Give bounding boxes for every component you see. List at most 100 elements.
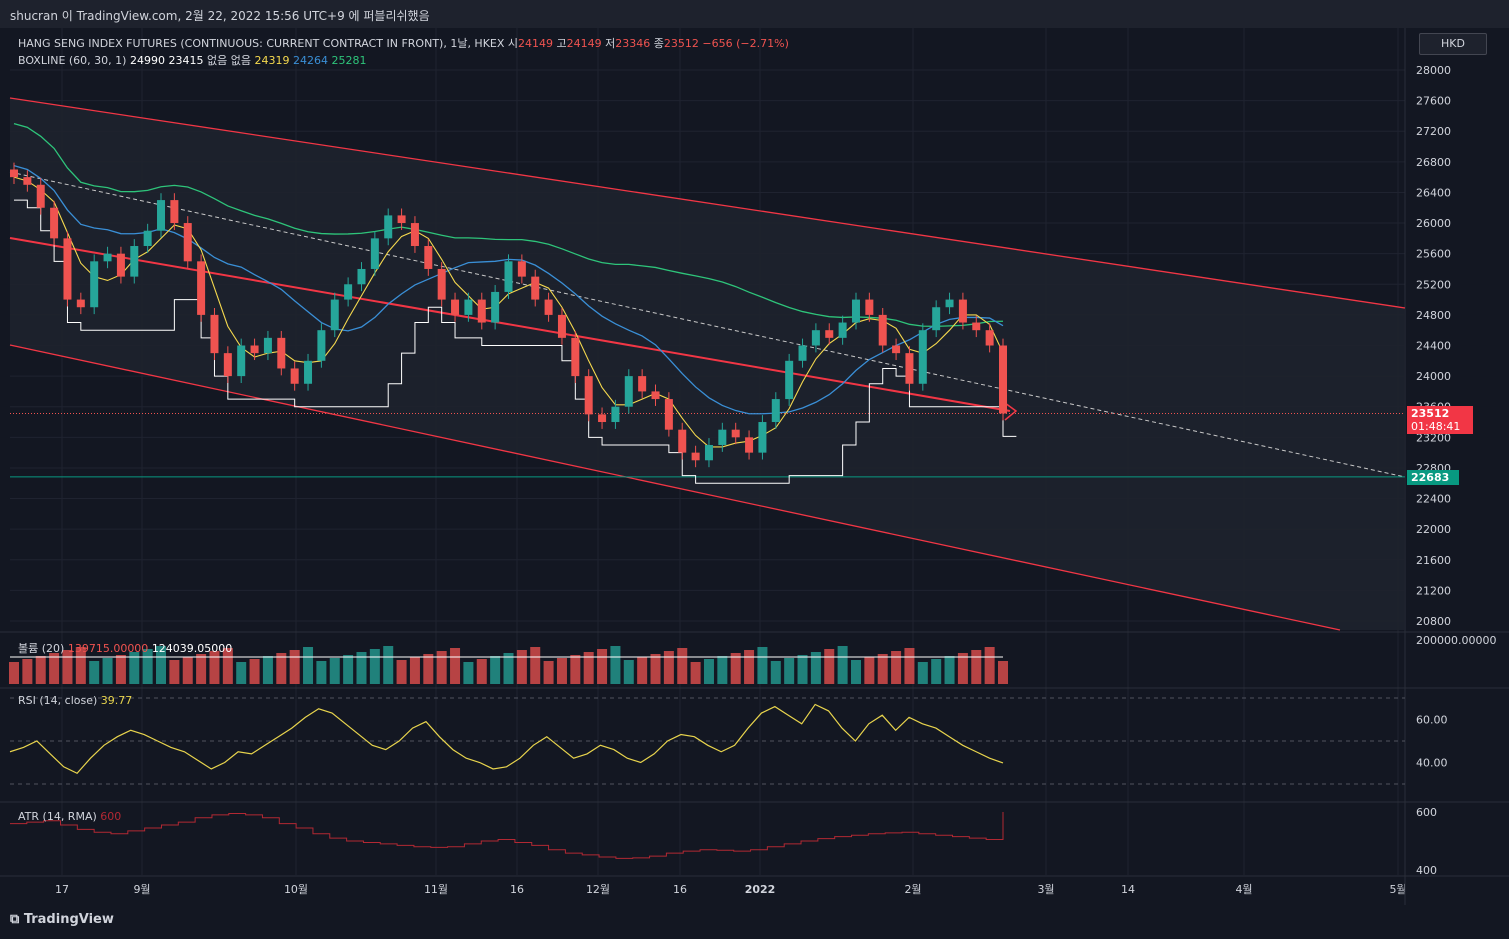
candle-body xyxy=(143,230,152,247)
countdown-value: 01:48:41 xyxy=(1411,420,1461,433)
candle-body xyxy=(811,330,820,346)
candle-body xyxy=(932,307,941,331)
x-tick-label: 4월 xyxy=(1235,883,1252,896)
atr-value: 600 xyxy=(100,810,122,823)
candle-body xyxy=(571,337,580,377)
volume-bar xyxy=(971,650,982,684)
candle-body xyxy=(758,422,767,453)
boxline-step xyxy=(14,199,1017,484)
volume-bar xyxy=(383,646,394,684)
candle-body xyxy=(945,299,954,308)
volume-bar xyxy=(89,661,100,684)
volume-bar xyxy=(837,646,848,684)
tradingview-logo: ⧉ TradingView xyxy=(10,912,114,927)
volume-bar xyxy=(677,648,688,684)
x-tick-label: 2022 xyxy=(745,883,776,896)
footer-logo-text: TradingView xyxy=(23,912,114,927)
high-value: 24149 xyxy=(566,37,602,50)
candle-body xyxy=(905,353,914,384)
ma-green-line xyxy=(13,122,1004,328)
x-tick-label: 3월 xyxy=(1037,883,1054,896)
candle-body xyxy=(344,284,353,300)
volume-bar xyxy=(730,653,741,684)
candle-body xyxy=(544,299,553,315)
candle-body xyxy=(330,299,339,331)
candle-body xyxy=(437,268,446,300)
candle-body xyxy=(451,299,460,315)
last-price-label: 23512 01:48:41 xyxy=(1407,406,1473,434)
last-price-value: 23512 xyxy=(1411,407,1450,420)
candle-body xyxy=(972,322,981,331)
volume-bar xyxy=(904,648,915,684)
close-value: 23512 xyxy=(663,37,699,50)
volume-bar xyxy=(35,656,46,684)
x-tick-label: 17 xyxy=(55,883,69,896)
candle-body xyxy=(878,314,887,346)
candle-body xyxy=(157,200,166,231)
channel-lower-line xyxy=(9,344,1341,631)
symbol-name: HANG SENG INDEX FUTURES (CONTINUOUS: CUR… xyxy=(18,37,505,50)
candle-body xyxy=(130,246,139,277)
candle-body xyxy=(76,299,85,308)
channel-arrowhead xyxy=(1004,402,1018,421)
rsi-legend: RSI (14, close) 39.77 xyxy=(18,694,132,707)
volume-bar xyxy=(931,659,942,684)
y-tick-label: 22400 xyxy=(1416,493,1451,506)
rsi-y-tick: 40.00 xyxy=(1416,757,1448,770)
candle-body xyxy=(237,345,246,377)
candle-body xyxy=(277,337,286,369)
candle-body xyxy=(504,261,513,292)
volume-bar xyxy=(356,652,367,684)
y-tick-label: 20800 xyxy=(1416,615,1451,628)
volume-bar xyxy=(209,651,220,684)
candle-body xyxy=(584,376,593,415)
rsi-y-tick: 60.00 xyxy=(1416,714,1448,727)
rsi-line xyxy=(9,703,1004,774)
volume-bar xyxy=(717,656,728,684)
volume-bar xyxy=(637,657,648,684)
candle-body xyxy=(691,452,700,461)
volume-bar xyxy=(610,646,621,684)
volume-bar xyxy=(516,650,527,684)
high-label: 고 xyxy=(556,37,567,50)
volume-bar xyxy=(142,649,153,684)
volume-bar xyxy=(877,654,888,684)
y-tick-label: 26800 xyxy=(1416,156,1451,169)
x-tick-label: 11월 xyxy=(424,883,448,896)
y-tick-label: 23200 xyxy=(1416,431,1451,444)
candle-body xyxy=(263,337,272,354)
x-tick-label: 16 xyxy=(510,883,524,896)
candle-body xyxy=(23,177,32,185)
volume-bar xyxy=(49,653,60,684)
volume-bar xyxy=(289,650,300,684)
volume-bar xyxy=(597,649,608,684)
volume-bar xyxy=(369,649,380,684)
candle-body xyxy=(531,276,540,300)
atr-line xyxy=(10,812,1004,859)
candle-body xyxy=(678,429,687,453)
volume-bar xyxy=(583,652,594,684)
candle-body xyxy=(718,429,727,445)
candle-body xyxy=(865,299,874,315)
volume-bar xyxy=(703,659,714,684)
publish-header-text: shucran 이 TradingView.com, 2월 22, 2022 1… xyxy=(10,9,430,23)
x-tick-label: 5월 xyxy=(1389,883,1406,896)
volume-bar xyxy=(556,658,567,684)
volume-legend: 볼륨 (20) 139715.00000 124039.05000 xyxy=(18,640,232,656)
close-label: 종 xyxy=(653,37,664,50)
volume-bar xyxy=(864,657,875,684)
volume-bar xyxy=(9,662,19,684)
boxline-value-1: 24990 xyxy=(129,54,165,67)
candle-body xyxy=(999,345,1007,414)
boxline-value-2: 23415 xyxy=(168,54,204,67)
channel-upper-line xyxy=(9,97,1406,309)
candle-body xyxy=(785,360,794,400)
y-tick-label: 24000 xyxy=(1416,370,1451,383)
volume-bar xyxy=(343,655,354,684)
boxline-na-2: 없음 xyxy=(230,54,251,67)
volume-bar xyxy=(115,655,126,684)
currency-button[interactable]: HKD xyxy=(1419,33,1487,55)
change-value: −656 (−2.71%) xyxy=(702,37,789,50)
volume-bar xyxy=(850,660,861,684)
